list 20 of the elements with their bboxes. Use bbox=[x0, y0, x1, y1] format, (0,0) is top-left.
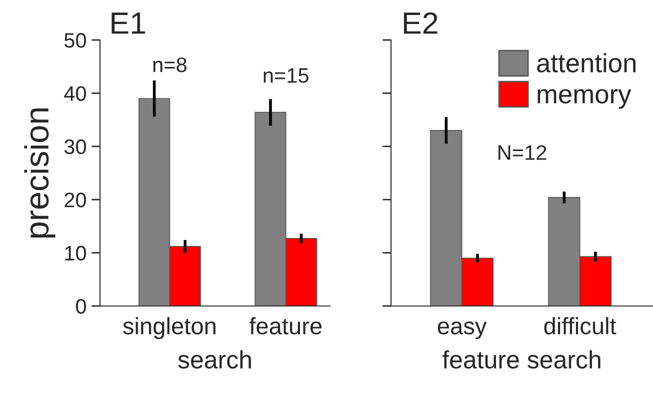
y-tick-label: 50 bbox=[64, 33, 86, 48]
y-axis-title: precision bbox=[24, 108, 56, 238]
legend-label: attention bbox=[537, 53, 636, 72]
x-axis-title: feature search bbox=[442, 350, 600, 369]
x-tick-label: feature bbox=[249, 317, 322, 334]
y-tick-label: 0 bbox=[76, 299, 86, 314]
y-tick-label: 10 bbox=[65, 246, 86, 261]
x-tick-label: singleton bbox=[123, 317, 216, 340]
chart-title: E1 bbox=[112, 12, 146, 34]
annotation: N=12 bbox=[498, 145, 546, 160]
y-tick-label: 30 bbox=[64, 139, 86, 154]
annotation: n=8 bbox=[153, 57, 186, 72]
annotation: n=15 bbox=[264, 68, 308, 83]
legend-label: memory bbox=[538, 89, 632, 109]
x-tick-label: easy bbox=[438, 322, 487, 340]
x-tick-label: difficult bbox=[544, 317, 616, 334]
y-tick-label: 40 bbox=[64, 86, 86, 101]
chart-title: E2 bbox=[404, 12, 438, 34]
x-axis-title: search bbox=[178, 350, 251, 369]
y-tick-label: 20 bbox=[64, 192, 86, 208]
